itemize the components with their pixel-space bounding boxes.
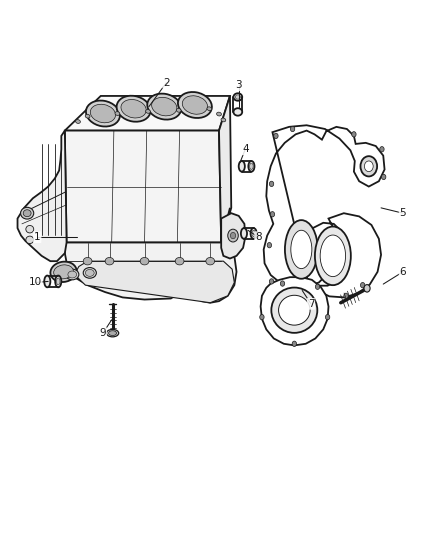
Ellipse shape: [54, 265, 73, 279]
Ellipse shape: [250, 163, 253, 169]
Ellipse shape: [90, 104, 116, 123]
Polygon shape: [65, 96, 230, 131]
Ellipse shape: [271, 288, 317, 333]
Ellipse shape: [279, 295, 310, 325]
Ellipse shape: [21, 207, 34, 219]
Ellipse shape: [233, 108, 242, 116]
Ellipse shape: [292, 341, 297, 346]
Ellipse shape: [117, 96, 151, 122]
Ellipse shape: [121, 100, 146, 118]
Ellipse shape: [290, 126, 295, 132]
Ellipse shape: [320, 235, 346, 277]
Ellipse shape: [182, 96, 208, 114]
Ellipse shape: [291, 230, 312, 269]
Polygon shape: [18, 131, 67, 261]
Ellipse shape: [248, 161, 254, 172]
Ellipse shape: [57, 278, 60, 285]
Ellipse shape: [26, 236, 34, 244]
Ellipse shape: [325, 314, 330, 320]
Ellipse shape: [55, 276, 61, 287]
Ellipse shape: [269, 181, 274, 187]
Ellipse shape: [66, 269, 79, 280]
Polygon shape: [264, 125, 385, 297]
Ellipse shape: [252, 230, 255, 237]
Ellipse shape: [274, 133, 278, 139]
Ellipse shape: [76, 119, 80, 124]
Ellipse shape: [364, 161, 373, 172]
Ellipse shape: [178, 92, 212, 118]
Ellipse shape: [86, 101, 120, 126]
Ellipse shape: [207, 107, 212, 111]
Polygon shape: [261, 277, 328, 345]
Polygon shape: [65, 131, 221, 243]
Ellipse shape: [68, 271, 77, 278]
Ellipse shape: [269, 279, 274, 284]
Ellipse shape: [230, 232, 236, 239]
Ellipse shape: [241, 228, 247, 239]
Ellipse shape: [147, 94, 181, 119]
Ellipse shape: [26, 225, 34, 233]
Text: 3: 3: [235, 80, 242, 90]
Ellipse shape: [344, 293, 348, 298]
Ellipse shape: [360, 282, 365, 288]
Ellipse shape: [360, 156, 377, 176]
Ellipse shape: [44, 276, 50, 287]
Text: 5: 5: [399, 208, 406, 218]
Ellipse shape: [267, 243, 272, 248]
Ellipse shape: [106, 329, 119, 337]
Polygon shape: [219, 96, 231, 243]
Ellipse shape: [105, 257, 114, 265]
Text: 4: 4: [242, 144, 249, 154]
Ellipse shape: [221, 118, 226, 122]
Ellipse shape: [83, 257, 92, 265]
Ellipse shape: [23, 209, 31, 216]
Text: 2: 2: [163, 78, 170, 87]
Ellipse shape: [315, 227, 351, 285]
Ellipse shape: [140, 257, 149, 265]
Ellipse shape: [239, 161, 245, 172]
Ellipse shape: [315, 284, 320, 289]
Ellipse shape: [50, 262, 77, 282]
Ellipse shape: [260, 314, 264, 320]
Ellipse shape: [115, 111, 120, 116]
Ellipse shape: [228, 229, 238, 242]
Ellipse shape: [380, 147, 384, 152]
Ellipse shape: [85, 270, 94, 276]
Ellipse shape: [175, 257, 184, 265]
Text: 1: 1: [34, 232, 41, 242]
Polygon shape: [74, 261, 234, 303]
Ellipse shape: [280, 281, 285, 286]
Polygon shape: [221, 213, 245, 259]
Text: 6: 6: [399, 267, 406, 277]
Ellipse shape: [217, 112, 221, 116]
Ellipse shape: [206, 257, 215, 265]
Ellipse shape: [364, 285, 370, 292]
Ellipse shape: [152, 98, 177, 116]
Ellipse shape: [270, 212, 275, 217]
Ellipse shape: [146, 109, 150, 114]
Ellipse shape: [235, 95, 240, 99]
Ellipse shape: [233, 93, 242, 101]
Polygon shape: [65, 208, 237, 303]
Ellipse shape: [83, 268, 96, 278]
Ellipse shape: [85, 114, 90, 118]
Ellipse shape: [285, 220, 318, 279]
Ellipse shape: [352, 132, 356, 137]
Ellipse shape: [381, 174, 386, 180]
Ellipse shape: [251, 228, 257, 239]
Text: 8: 8: [255, 232, 262, 242]
Text: 10: 10: [28, 278, 42, 287]
Text: 7: 7: [307, 299, 314, 309]
Ellipse shape: [177, 108, 181, 112]
Ellipse shape: [109, 330, 117, 336]
Text: 9: 9: [99, 328, 106, 338]
